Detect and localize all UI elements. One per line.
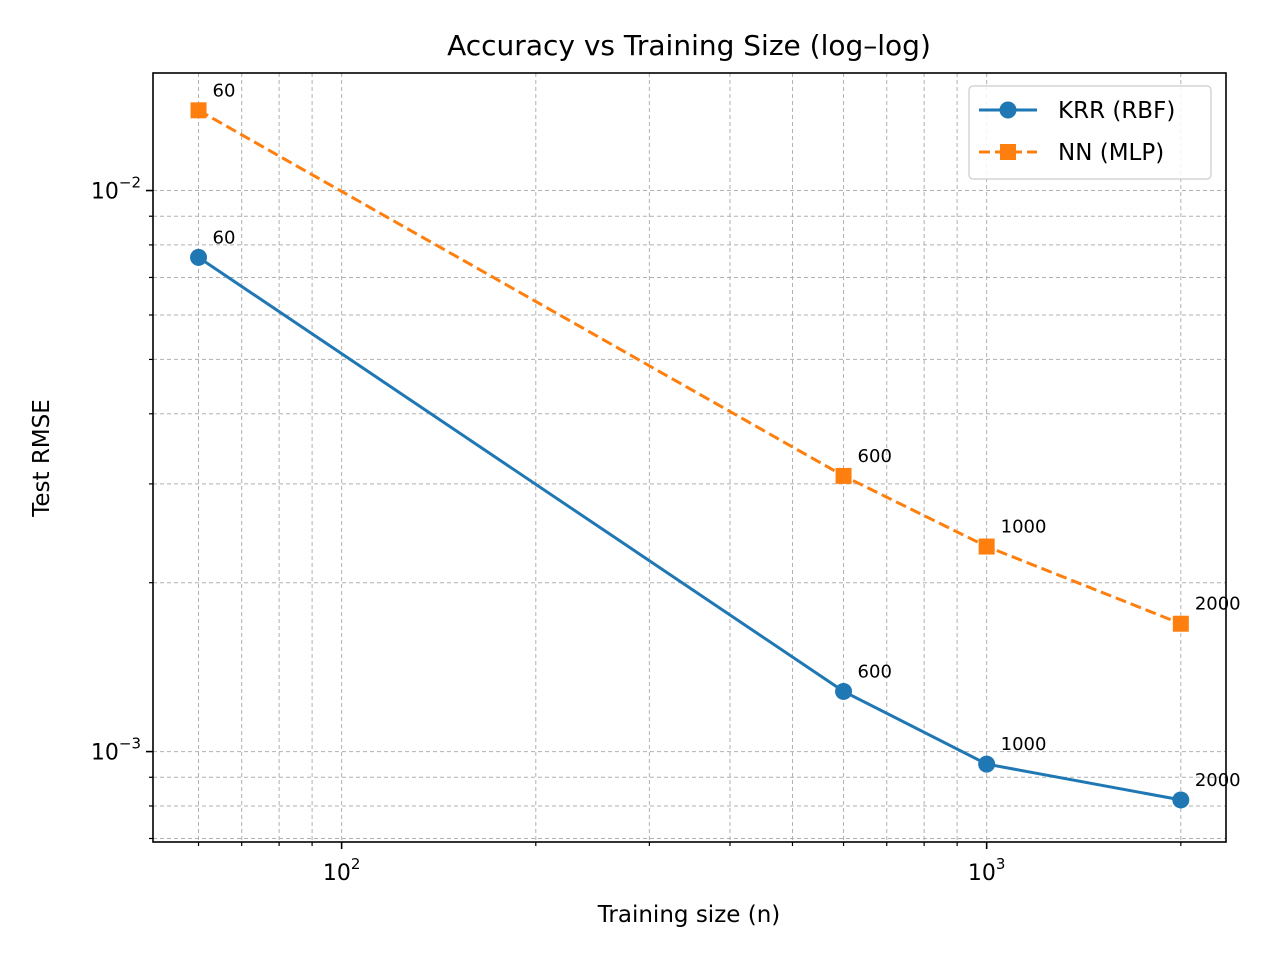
data-point xyxy=(190,102,207,119)
data-point xyxy=(190,248,208,266)
plot-frame xyxy=(152,72,1227,843)
data-label: 1000 xyxy=(1001,517,1047,538)
legend-marker xyxy=(999,101,1017,119)
grid xyxy=(153,73,1226,842)
data-label: 60 xyxy=(213,80,236,101)
data-label: 600 xyxy=(858,446,892,467)
y-tick-label: 10−3 xyxy=(91,735,141,766)
data-label: 60 xyxy=(213,227,236,248)
y-axis-label: Test RMSE xyxy=(29,399,55,518)
data-point xyxy=(1172,791,1190,809)
x-tick-label: 102 xyxy=(323,855,361,886)
data-label: 2000 xyxy=(1195,770,1241,791)
legend: KRR (RBF) NN (MLP) xyxy=(968,85,1212,180)
data-point xyxy=(978,755,996,773)
point-labels: 60 600 1000 2000 60 600 1000 2000 xyxy=(213,80,1241,791)
axis-ticks: 102 103 10−2 10−3 xyxy=(91,174,1182,886)
series-layer xyxy=(190,102,1190,809)
y-tick-label: 10−2 xyxy=(91,174,141,205)
legend-marker xyxy=(1000,144,1016,160)
legend-label: KRR (RBF) xyxy=(1058,98,1175,124)
chart-title: Accuracy vs Training Size (log–log) xyxy=(447,29,931,62)
data-label: 1000 xyxy=(1001,734,1047,755)
x-tick-label: 103 xyxy=(968,855,1006,886)
series-line-1 xyxy=(197,108,1182,626)
legend-label: NN (MLP) xyxy=(1058,140,1164,166)
x-axis-label: Training size (n) xyxy=(597,902,781,928)
series-line-0 xyxy=(197,256,1182,802)
data-point xyxy=(978,538,995,555)
data-label: 2000 xyxy=(1195,594,1241,615)
data-point xyxy=(1172,615,1189,632)
data-point xyxy=(835,682,853,700)
data-point xyxy=(835,467,852,484)
data-label: 600 xyxy=(858,661,892,682)
